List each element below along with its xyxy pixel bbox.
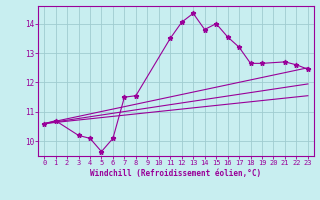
X-axis label: Windchill (Refroidissement éolien,°C): Windchill (Refroidissement éolien,°C) — [91, 169, 261, 178]
